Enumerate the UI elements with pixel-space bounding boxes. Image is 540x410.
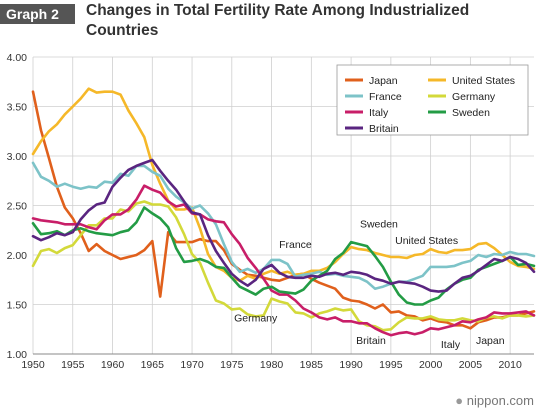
annotation-united-states: United States <box>395 235 458 247</box>
annotation-sweden: Sweden <box>360 218 398 230</box>
brand-mark-icon: ● <box>455 393 464 408</box>
series-line-france <box>31 161 536 290</box>
y-tick-label: 1.50 <box>7 300 28 312</box>
x-tick-label: 1965 <box>141 359 165 371</box>
series-line-japan <box>31 90 536 330</box>
annotations: France Sweden United States Germany Britain I… <box>234 218 505 351</box>
x-tick-label: 1980 <box>260 359 284 371</box>
annotation-germany: Germany <box>234 312 278 324</box>
legend-label: Sweden <box>452 107 490 119</box>
legend: Japan United States France Germany Italy Swed… <box>336 64 529 136</box>
legend-label: Germany <box>452 91 496 103</box>
legend-label: Britain <box>369 123 399 135</box>
legend-label: United States <box>452 75 515 87</box>
y-tick-label: 2.00 <box>7 250 28 262</box>
legend-label: Italy <box>369 107 389 119</box>
series-line-britain <box>31 158 536 293</box>
annotation-britain: Britain <box>356 335 386 347</box>
y-tick-label: 2.50 <box>7 201 28 213</box>
series-group <box>31 87 536 337</box>
chart-header: Graph 2 Changes in Total Fertility Rate … <box>0 0 540 44</box>
x-tick-label: 1955 <box>61 359 85 371</box>
annotation-japan: Japan <box>476 335 505 347</box>
x-tick-label: 1970 <box>180 359 204 371</box>
x-axis: 1950 1955 1960 1965 1970 1975 1980 1985 1990 1995… <box>21 359 522 371</box>
x-tick-label: 1995 <box>379 359 403 371</box>
y-tick-label: 4.00 <box>7 52 28 64</box>
y-tick-label: 3.00 <box>7 151 28 163</box>
annotation-italy: Italy <box>441 339 461 351</box>
legend-label: Japan <box>369 75 398 87</box>
x-tick-label: 1960 <box>101 359 125 371</box>
x-tick-label: 1985 <box>300 359 324 371</box>
x-tick-label: 2000 <box>419 359 443 371</box>
y-tick-label: 1.00 <box>7 349 28 361</box>
series-line-italy <box>31 184 536 337</box>
x-tick-label: 1950 <box>21 359 45 371</box>
footer-brand: ● nippon.com <box>455 393 534 408</box>
legend-box <box>336 64 529 136</box>
y-axis: 1.00 1.50 2.00 2.50 3.00 3.50 4.00 <box>7 52 28 361</box>
series-line-sweden <box>31 206 536 306</box>
x-tick-label: 2005 <box>459 359 483 371</box>
annotation-france: France <box>279 239 312 251</box>
x-tick-label: 2010 <box>498 359 522 371</box>
series-line-united-states <box>31 87 536 282</box>
brand-text: nippon.com <box>466 393 534 408</box>
graph-tag: Graph 2 <box>0 4 75 24</box>
x-tick-label: 1990 <box>339 359 363 371</box>
series-line-germany <box>31 200 536 332</box>
x-tick-label: 1975 <box>220 359 244 371</box>
y-tick-label: 3.50 <box>7 102 28 114</box>
legend-label: France <box>369 91 402 103</box>
chart-title: Changes in Total Fertility Rate Among In… <box>86 2 470 39</box>
